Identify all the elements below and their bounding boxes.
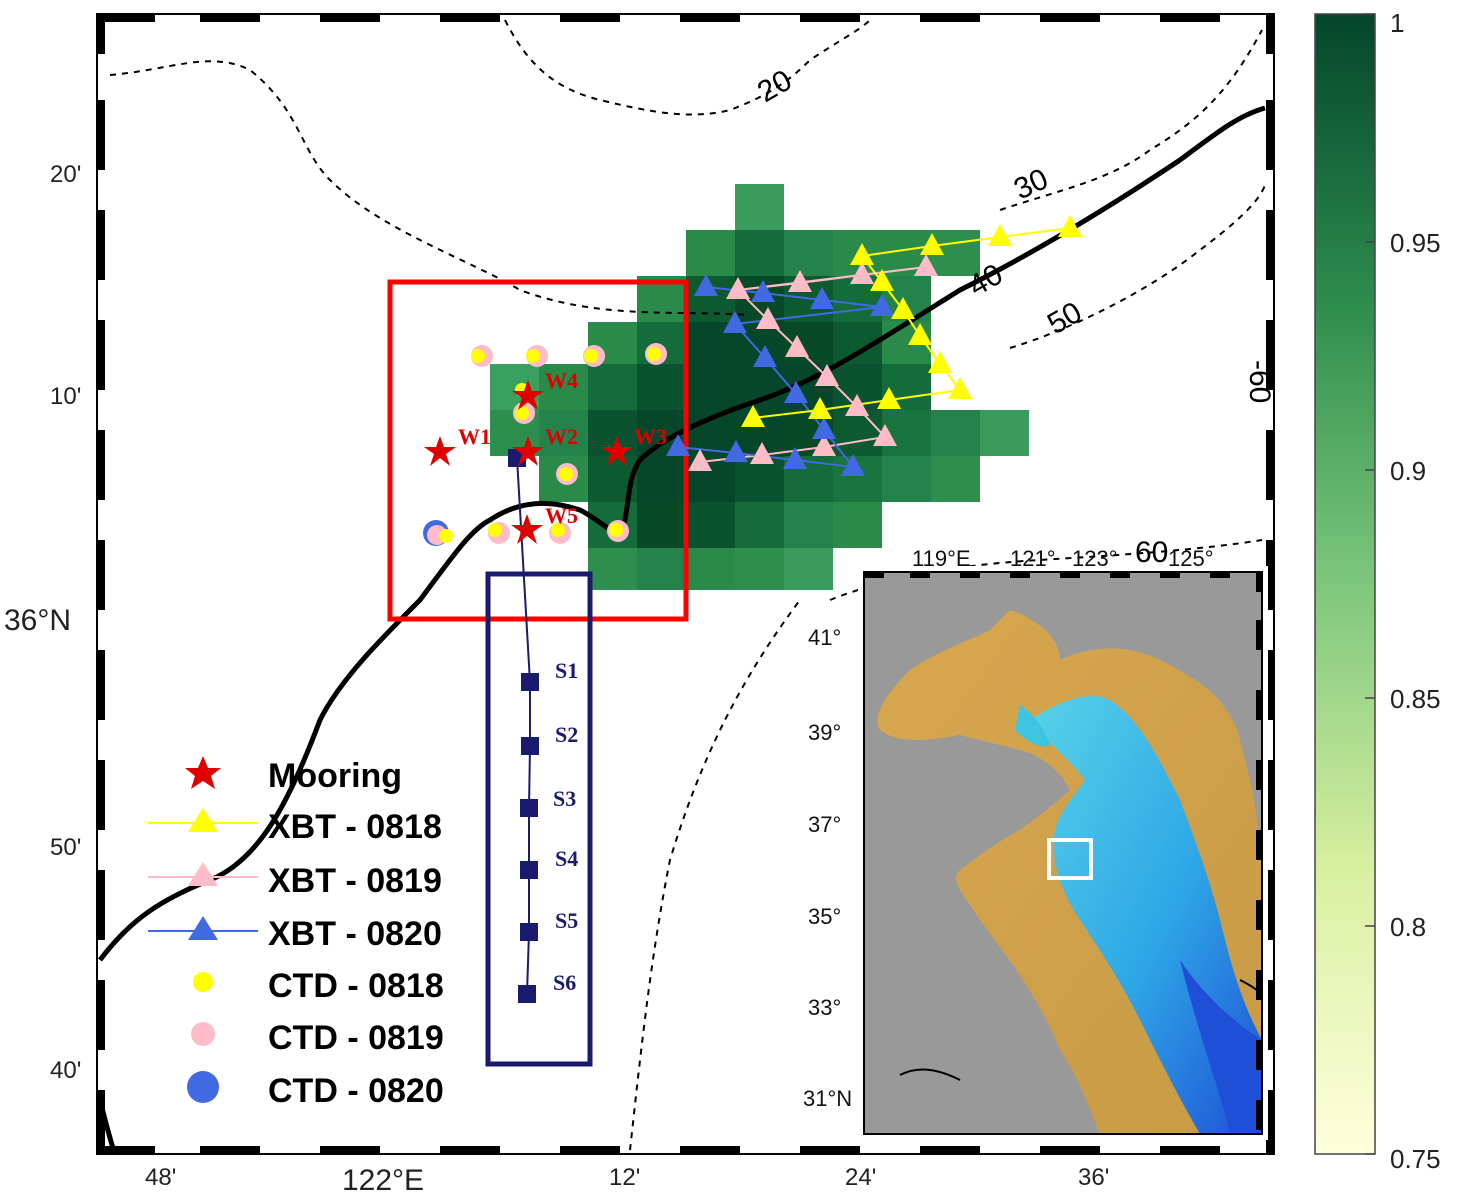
lon-tick-36: 36' [1078,1164,1109,1191]
lat-tick-36n: 36°N [4,604,71,637]
lon-tick-122e: 122°E [342,1164,424,1196]
inset-study-box [1047,838,1093,880]
lon-tick-12: 12' [609,1164,640,1191]
mooring-label-w2: W2 [545,424,578,449]
legend-label-ctd-0819: CTD - 0819 [268,1019,444,1057]
inset-lon-121: 121° [1010,546,1056,571]
legend-xbt-0818-marker [188,808,218,832]
colorbar-tick-0-75: 0.75 [1390,1144,1441,1174]
legend-ctd-0820-marker [187,1071,219,1103]
inset-lon-125: 125° [1168,546,1214,571]
inset-map: 119°E 121° 123° 125° 41° 39° 37° 35° 33°… [803,546,1268,1140]
inset-lat-33: 33° [808,995,841,1020]
inset-lat-31n: 31°N [803,1086,852,1111]
mooring-label-w5: W5 [545,503,578,528]
inset-lat-39: 39° [808,720,841,745]
legend-xbt-0819-marker [188,862,218,886]
legend: Mooring XBT - 0818 XBT - 0819 XBT - 0820… [148,756,444,1110]
colorbar-gradient [1314,13,1376,1155]
colorbar-tick-0-9: 0.9 [1390,456,1426,486]
legend-label-ctd-0818: CTD - 0818 [268,967,444,1005]
station-s2: S2 [555,722,578,747]
station-s4: S4 [555,846,578,871]
lat-tick-10: 10' [50,383,81,410]
station-s3: S3 [553,786,576,811]
station-s1: S1 [555,658,578,683]
colorbar: 1 0.95 0.9 0.85 0.8 0.75 [1314,8,1441,1174]
inset-lon-123: 123° [1072,546,1118,571]
colorbar-tick-0-8: 0.8 [1390,912,1426,942]
legend-xbt-0820-marker [188,916,218,940]
legend-ctd-0818-marker [193,972,213,992]
colorbar-tick-0-85: 0.85 [1390,684,1441,714]
xbt-0820-track [677,286,883,469]
mooring-label-w4: W4 [545,368,578,393]
legend-label-mooring: Mooring [268,757,402,795]
legend-label-xbt-0819: XBT - 0819 [268,862,442,900]
correlation-grid [490,184,1029,590]
lat-tick-20: 20' [50,161,81,188]
section-line [508,449,539,1003]
mooring-label-w3: W3 [634,424,667,449]
colorbar-tick-0-95: 0.95 [1390,228,1441,258]
station-s6: S6 [553,970,576,995]
inset-lat-41: 41° [808,625,841,650]
mooring-markers [424,380,633,544]
legend-ctd-0819-marker [191,1022,215,1046]
mooring-label-w1: W1 [458,424,491,449]
legend-label-xbt-0820: XBT - 0820 [268,915,442,953]
section-box [485,571,593,1067]
contour-label-60: 60 [1135,536,1168,569]
legend-label-xbt-0818: XBT - 0818 [268,808,442,846]
xbt-markers [666,215,1082,476]
lat-tick-40: 40' [50,1057,81,1084]
lon-tick-24: 24' [845,1164,876,1191]
inset-lat-35: 35° [808,904,841,929]
legend-mooring-star [185,756,221,789]
inset-lon-119e: 119°E [912,546,971,571]
station-s5: S5 [555,908,578,933]
legend-label-ctd-0820: CTD - 0820 [268,1072,444,1110]
inset-lat-37: 37° [808,812,841,837]
isobaths [109,19,1266,1151]
lat-tick-50: 50' [50,834,81,861]
lon-tick-48: 48' [145,1164,176,1191]
colorbar-tick-1: 1 [1390,8,1404,38]
xbt-0818-track [752,227,1071,419]
map-border [96,13,1275,1155]
